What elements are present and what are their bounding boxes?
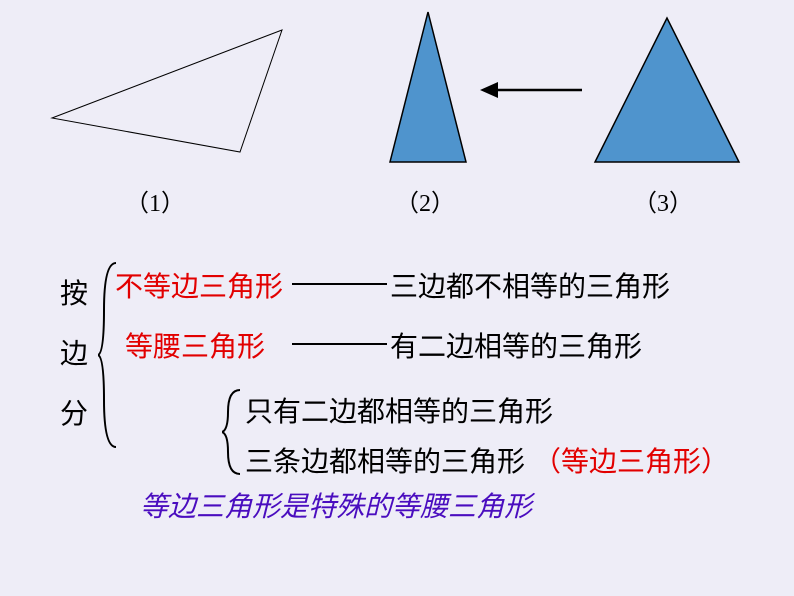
connector-line-2 [292,343,387,345]
classification-row-2: 等腰三角形 [125,325,265,365]
brace-small-icon [222,387,242,477]
equilateral-label: （等边三角形） [533,440,729,480]
figure-label-3: （3） [633,183,693,218]
figure-label-1: （1） [125,183,185,218]
isosceles-label: 等腰三角形 [125,325,265,365]
isosceles-desc: 有二边相等的三角形 [390,325,642,365]
figures-row: （1） （2） （3） [0,0,794,220]
figure-label-2: （2） [395,183,455,218]
sub-row-2: 三条边都相等的三角形 （等边三角形） [245,440,729,480]
triangle-equilateral [595,18,739,162]
vertical-category-label: 按 边 分 [60,265,88,445]
sub2-desc: 三条边都相等的三角形 [245,440,525,480]
vert-char-3: 分 [60,385,88,445]
connector-line-1 [292,283,387,285]
arrow-head [480,82,498,98]
bottom-statement: 等边三角形是特殊的等腰三角形 [140,485,532,525]
vert-char-1: 按 [60,265,88,325]
scalene-label: 不等边三角形 [115,265,283,305]
sub1-desc: 只有二边都相等的三角形 [245,397,553,428]
triangle-scalene [52,30,282,152]
scalene-desc: 三边都不相等的三角形 [390,265,670,305]
classification-row-1: 不等边三角形 [115,265,283,305]
bottom-text: 等边三角形是特殊的等腰三角形 [140,492,532,523]
triangle-isosceles [390,12,466,162]
vert-char-2: 边 [60,325,88,385]
sub-row-1: 只有二边都相等的三角形 [245,390,553,430]
